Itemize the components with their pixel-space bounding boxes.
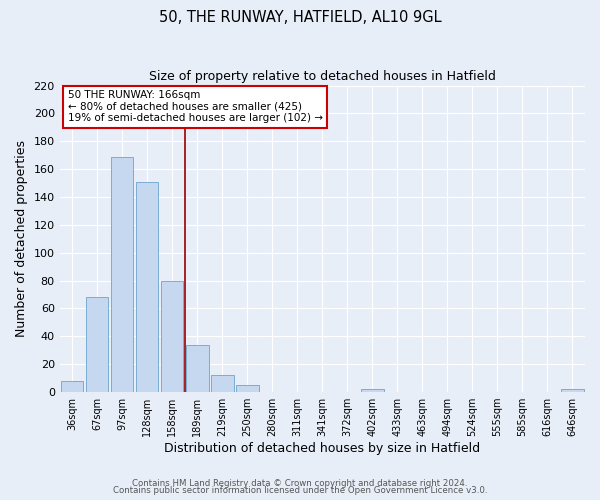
Title: Size of property relative to detached houses in Hatfield: Size of property relative to detached ho… bbox=[149, 70, 496, 83]
Bar bbox=[211, 376, 233, 392]
Bar bbox=[561, 390, 584, 392]
Bar bbox=[161, 280, 184, 392]
Bar bbox=[186, 344, 209, 392]
Bar bbox=[61, 381, 83, 392]
Bar bbox=[236, 385, 259, 392]
Bar bbox=[86, 298, 109, 392]
Text: 50, THE RUNWAY, HATFIELD, AL10 9GL: 50, THE RUNWAY, HATFIELD, AL10 9GL bbox=[158, 10, 442, 25]
Bar bbox=[136, 182, 158, 392]
Text: Contains HM Land Registry data © Crown copyright and database right 2024.: Contains HM Land Registry data © Crown c… bbox=[132, 478, 468, 488]
Text: 50 THE RUNWAY: 166sqm
← 80% of detached houses are smaller (425)
19% of semi-det: 50 THE RUNWAY: 166sqm ← 80% of detached … bbox=[68, 90, 323, 124]
Bar bbox=[361, 390, 383, 392]
X-axis label: Distribution of detached houses by size in Hatfield: Distribution of detached houses by size … bbox=[164, 442, 481, 455]
Y-axis label: Number of detached properties: Number of detached properties bbox=[15, 140, 28, 338]
Bar bbox=[111, 156, 133, 392]
Text: Contains public sector information licensed under the Open Government Licence v3: Contains public sector information licen… bbox=[113, 486, 487, 495]
